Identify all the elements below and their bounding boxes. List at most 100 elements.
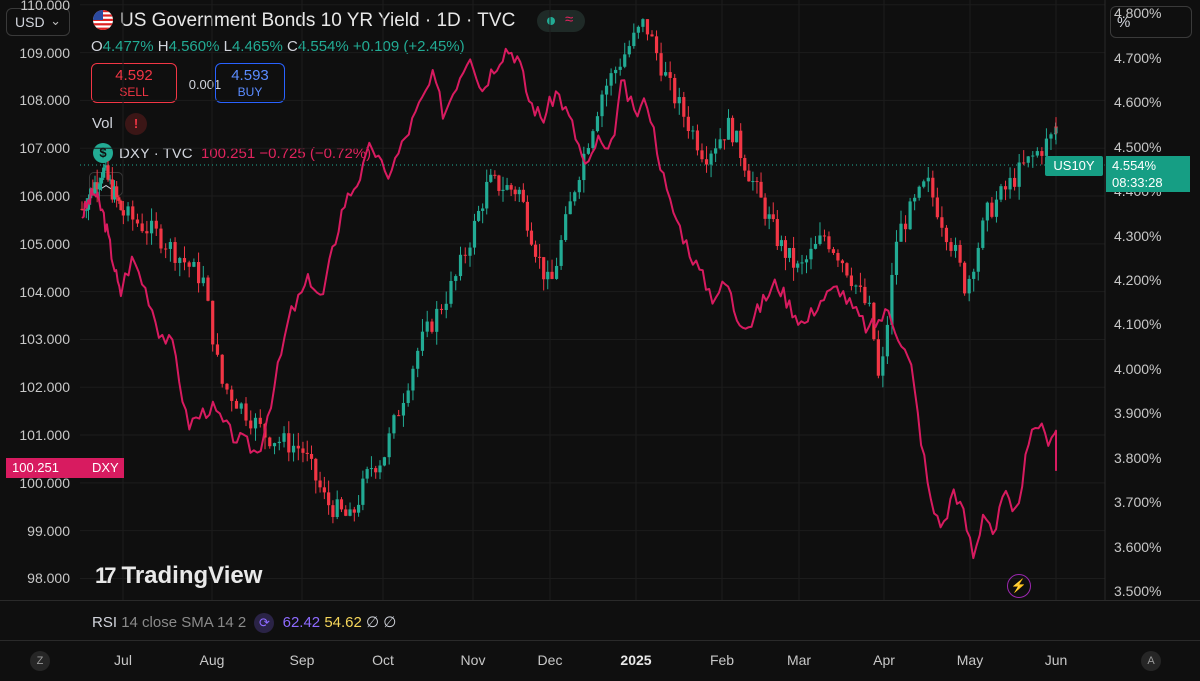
candle-body: [272, 443, 277, 447]
candle-body: [416, 350, 420, 369]
candle-body: [641, 19, 645, 27]
candle-body: [682, 97, 686, 117]
candle-body: [546, 271, 550, 280]
candle-body: [623, 54, 627, 67]
candle-body: [1054, 126, 1058, 128]
candle-body: [84, 209, 88, 211]
zoom-toggle-button[interactable]: Z: [30, 651, 50, 671]
time-axis-label: Dec: [537, 652, 563, 668]
candle-body: [804, 259, 809, 263]
candle-body: [990, 202, 994, 217]
candle-body: [818, 235, 822, 244]
candle-body: [301, 448, 305, 453]
candle-body: [958, 244, 962, 263]
candle-body: [444, 303, 448, 311]
candle-body: [529, 230, 534, 245]
candle-body: [365, 469, 369, 479]
candle-body: [327, 492, 331, 506]
volume-legend[interactable]: Vol: [92, 115, 113, 132]
candle-body: [586, 148, 590, 154]
candle-body: [430, 321, 434, 332]
candle-body: [775, 219, 779, 247]
candle-body: [258, 417, 262, 424]
candle-body: [344, 509, 348, 516]
right-axis-tick-label: 4.200%: [1114, 272, 1162, 288]
time-axis-label: Aug: [199, 652, 225, 668]
spread-value: 0.001: [188, 77, 222, 92]
rsi-cycle-icon[interactable]: ⟳: [254, 613, 275, 634]
candle-body: [296, 445, 300, 449]
candle-body: [796, 263, 800, 268]
currency-select[interactable]: USD ⌄: [6, 8, 70, 36]
dxy-tag-value: 100.251: [12, 460, 59, 475]
warning-icon[interactable]: !: [125, 113, 147, 135]
left-axis-tick-label: 104.000: [19, 283, 70, 300]
dxy-legend[interactable]: DXY · TVC 100.251 −0.725 (−0.72%): [119, 145, 372, 162]
market-status-pill[interactable]: ≈: [537, 10, 585, 32]
scale-percent-button[interactable]: %: [1110, 6, 1192, 38]
candle-body: [335, 499, 339, 518]
candle-body: [382, 457, 387, 466]
lightning-icon[interactable]: ⚡: [1007, 574, 1031, 598]
candle-body: [632, 32, 636, 47]
candle-body: [867, 302, 871, 304]
tradingview-mark-icon: 17: [95, 563, 117, 588]
rsi-legend[interactable]: RSI 14 close SMA 14 2 ⟳ 62.42 54.62 ∅ ∅: [92, 613, 396, 634]
candle-body: [104, 165, 108, 168]
candle-body: [192, 261, 196, 267]
candle-body: [538, 256, 542, 258]
candle-body: [755, 181, 759, 183]
time-axis-label: Oct: [372, 652, 394, 668]
candle-body: [827, 236, 831, 250]
right-axis-tick-label: 3.500%: [1114, 583, 1162, 600]
candle-body: [564, 214, 568, 241]
buy-button[interactable]: 4.593 BUY: [215, 63, 285, 103]
candle-body: [481, 208, 485, 211]
candle-body: [397, 415, 401, 417]
wave-icon: ≈: [565, 11, 574, 28]
right-axis-tick-label: 3.900%: [1114, 405, 1162, 422]
right-axis-tick-label: 4.600%: [1114, 94, 1162, 111]
candle-body: [704, 159, 709, 165]
candle-body: [985, 202, 989, 221]
candle-body: [976, 247, 980, 272]
candle-body: [145, 231, 149, 234]
candle-body: [618, 66, 622, 70]
candle-body: [771, 214, 775, 220]
auto-scale-button[interactable]: A: [1141, 651, 1161, 671]
chart-title[interactable]: US Government Bonds 10 YR Yield · 1D · T…: [120, 10, 516, 31]
tradingview-logo[interactable]: 17 TradingView: [95, 562, 262, 590]
candle-body: [999, 186, 1003, 200]
dxy-price-tag: 100.251 DXY: [6, 458, 124, 478]
candle-body: [614, 69, 618, 74]
candle-body: [890, 274, 894, 325]
pane-divider[interactable]: [0, 600, 1200, 601]
time-axis-label: Apr: [873, 652, 895, 668]
candle-body: [420, 331, 425, 351]
candle-body: [1035, 151, 1039, 156]
candle-body: [568, 201, 572, 215]
candle-body: [673, 77, 677, 104]
candle-body: [1008, 177, 1012, 190]
candle-body: [609, 73, 613, 86]
candle-body: [664, 72, 668, 76]
candle-body: [282, 433, 286, 442]
sell-button[interactable]: 4.592 SELL: [91, 63, 177, 103]
left-axis-tick-label: 109.000: [19, 44, 70, 61]
candle-body: [468, 247, 472, 256]
candle-body: [234, 400, 239, 409]
candle-body: [935, 197, 939, 218]
candle-body: [1031, 155, 1035, 157]
candle-body: [994, 199, 999, 217]
candle-body: [517, 189, 521, 195]
candle-body: [476, 210, 481, 221]
candle-body: [80, 208, 84, 210]
candle-body: [97, 183, 101, 190]
tradingview-wordmark: TradingView: [121, 562, 263, 589]
candle-body: [718, 139, 722, 149]
candle-body: [573, 192, 577, 202]
candle-body: [726, 117, 731, 140]
candle-body: [126, 206, 130, 216]
candle-body: [686, 116, 690, 132]
